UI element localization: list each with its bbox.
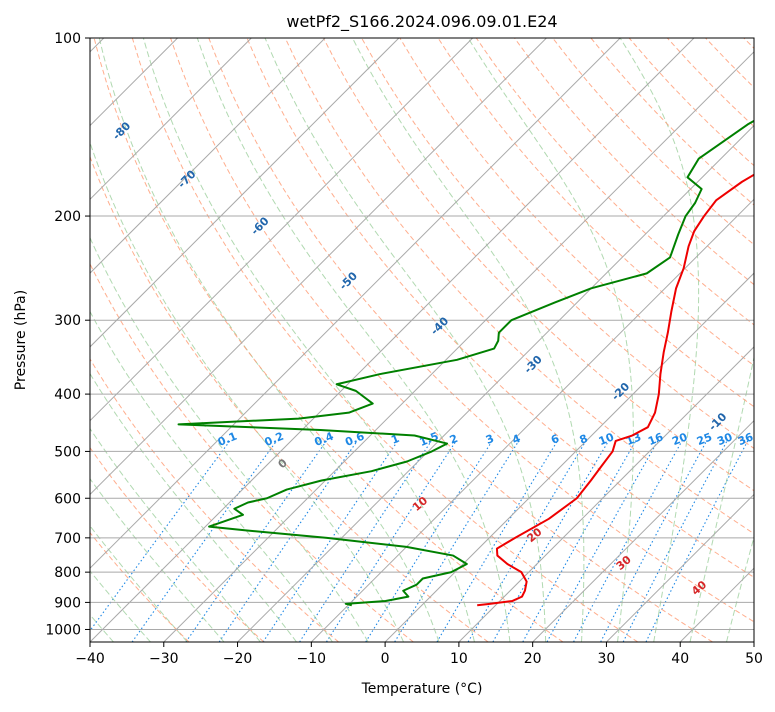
isotherm-line [90, 38, 695, 642]
mixing-ratio-line [262, 440, 399, 642]
mixing-ratio-line [218, 440, 358, 642]
mixing-ratio-label: 1 [389, 432, 401, 447]
dry-adiabat-line [437, 38, 754, 367]
isotherm-line [163, 51, 754, 642]
y-axis-label: Pressure (hPa) [13, 290, 29, 390]
isotherm-line [90, 38, 547, 496]
x-axis-label: Temperature (°C) [361, 681, 483, 697]
isotherm-line [90, 38, 252, 201]
isotherms [90, 38, 754, 642]
y-tick-label: 100 [54, 31, 81, 47]
plot-area: -100-90-80-70-60-50-40-30-20-10010203040… [90, 38, 755, 642]
dry-adiabat-line [322, 38, 754, 492]
y-tick-label: 1000 [45, 622, 81, 638]
mixing-ratio-line [90, 440, 231, 632]
dry-adiabat-line [90, 155, 489, 642]
dry-adiabat-line [361, 38, 754, 450]
moist-adiabat-line [90, 570, 151, 642]
y-tick-label: 900 [54, 595, 81, 611]
mixing-ratio-label: 13 [624, 430, 643, 448]
dry-adiabat-line [90, 531, 190, 642]
isotherm-line [90, 38, 326, 274]
mixing-ratio-line [522, 440, 637, 642]
mixing-ratio-label: 36 [736, 430, 755, 448]
isotherm-line [532, 419, 754, 642]
mixing-ratio-line [436, 440, 558, 642]
mixing-ratio-label: 8 [578, 432, 590, 447]
isotherm-line [458, 346, 754, 642]
isotherm-line [90, 38, 474, 422]
moist-adiabat-line [90, 236, 369, 642]
moist-adiabat-line [619, 38, 700, 642]
y-axis: 100 200 300 400 500 600 700 800 900 1000 [45, 31, 90, 638]
mixing-ratio-line [492, 440, 610, 642]
mixing-ratio-line [645, 440, 749, 642]
y-tick-label: 200 [54, 209, 81, 225]
y-tick-label: 600 [54, 491, 81, 507]
plot-frame [89, 37, 755, 643]
moist-adiabat-line [689, 355, 754, 642]
moist-adiabats [90, 38, 754, 642]
mixing-ratio-line [365, 440, 493, 642]
isobar-gridlines [90, 38, 754, 630]
x-tick-label: 30 [598, 651, 616, 667]
chart-title: wetPf2_S166.2024.096.09.01.E24 [286, 12, 557, 32]
profile-series [177, 119, 754, 607]
isotherm-line [310, 198, 754, 642]
moist-adiabat-line [352, 38, 585, 642]
y-tick-label: 500 [54, 444, 81, 460]
isotherm-line [384, 272, 754, 642]
moist-adiabat-line [264, 38, 547, 642]
x-tick-label: 20 [524, 651, 542, 667]
mixing-ratio-label: 16 [646, 430, 665, 448]
moist-adiabat-line [90, 477, 225, 642]
mixing-ratio-line [467, 440, 587, 642]
mixing-ratio-label: 3 [484, 432, 496, 447]
y-tick-label: 800 [54, 565, 81, 581]
x-tick-label: −10 [297, 651, 327, 667]
mixing-ratio-line [325, 440, 457, 642]
moist-adiabat-line [90, 372, 297, 642]
dry-adiabat-line [90, 358, 339, 642]
x-tick-label: 0 [381, 651, 390, 667]
dewpoint-profile-line [177, 119, 754, 607]
mixing-ratio-label: 10 [597, 430, 616, 448]
y-tick-label: 700 [54, 531, 81, 547]
isotherm-line [90, 38, 400, 348]
x-tick-label: 10 [450, 651, 468, 667]
mixing-ratio-label: 25 [695, 430, 714, 448]
y-tick-label: 400 [54, 387, 81, 403]
moist-adiabat-line [90, 427, 261, 642]
dry-adiabat-line [514, 38, 754, 286]
x-axis: −40 −30 −20 −10 0 10 20 30 40 50 [75, 642, 763, 667]
moist-adiabat-line [196, 38, 511, 642]
moist-adiabat-line [98, 38, 440, 642]
isotherm-line [606, 493, 754, 642]
x-tick-label: −40 [75, 651, 105, 667]
x-tick-label: 40 [671, 651, 689, 667]
dry-adiabat-line [208, 38, 754, 623]
isotherm-line [237, 124, 754, 642]
temperature-profile-line [477, 173, 754, 607]
dry-adiabat-line [90, 446, 265, 642]
y-tick-label: 300 [54, 313, 81, 329]
x-tick-label: −30 [149, 651, 179, 667]
x-tick-label: 50 [745, 651, 763, 667]
mixing-ratio-label: 2 [448, 432, 460, 447]
dry-adiabat-line [170, 38, 713, 642]
moist-adiabat-line [90, 141, 405, 642]
moist-adiabat-line [90, 525, 188, 642]
dry-adiabat-line [93, 38, 564, 642]
moist-adiabat-line [142, 38, 475, 642]
isotherm-line [90, 38, 621, 569]
dry-adiabat-line [131, 38, 639, 642]
mixing-ratio-label: 20 [670, 430, 689, 448]
mixing-ratio-label: 30 [715, 430, 734, 448]
x-tick-label: −20 [223, 651, 253, 667]
